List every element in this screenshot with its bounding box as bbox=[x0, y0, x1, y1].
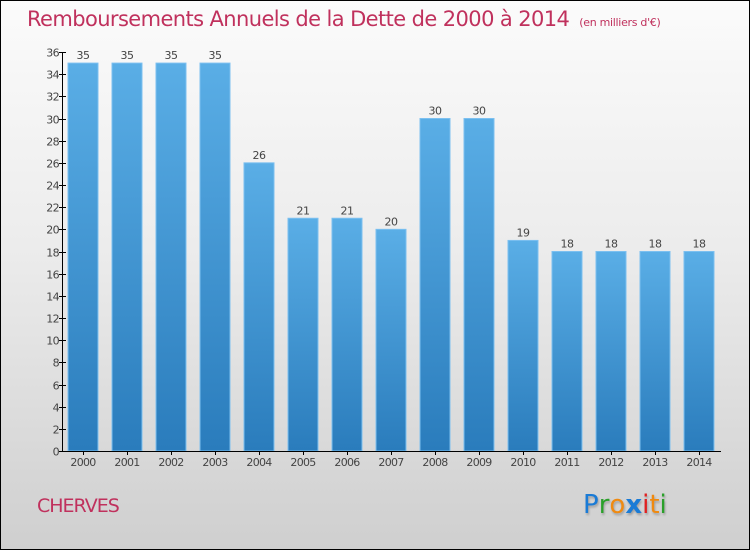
y-tick-label-10: 10 bbox=[46, 335, 59, 348]
bar-2009 bbox=[463, 118, 495, 452]
logo-letter: P bbox=[583, 490, 599, 520]
commune-name: CHERVES bbox=[37, 495, 120, 517]
x-tick-label-2003: 2003 bbox=[202, 456, 228, 469]
x-tick-label-2002: 2002 bbox=[158, 456, 183, 469]
data-label-2009: 30 bbox=[473, 105, 486, 118]
y-tick-label-6: 6 bbox=[53, 380, 60, 393]
bar-2008 bbox=[419, 118, 451, 452]
data-label-2000: 35 bbox=[77, 49, 90, 62]
x-tick-label-2005: 2005 bbox=[290, 456, 316, 469]
data-label-2007: 20 bbox=[385, 215, 398, 228]
data-label-2014: 18 bbox=[693, 238, 706, 251]
data-label-2011: 18 bbox=[561, 238, 574, 251]
data-label-2004: 26 bbox=[253, 149, 266, 162]
bar-2013 bbox=[639, 251, 671, 452]
y-tick-label-20: 20 bbox=[46, 224, 59, 237]
data-label-2010: 19 bbox=[517, 226, 530, 239]
data-label-2013: 18 bbox=[649, 238, 662, 251]
logo-letter: i bbox=[642, 490, 650, 520]
x-tick-label-2008: 2008 bbox=[422, 456, 448, 469]
data-label-2002: 35 bbox=[165, 49, 178, 62]
bar-2006 bbox=[331, 217, 363, 452]
x-tick-label-2011: 2011 bbox=[554, 456, 579, 469]
bar-2007 bbox=[375, 228, 407, 452]
y-tick-label-26: 26 bbox=[46, 158, 59, 171]
x-tick-label-2009: 2009 bbox=[466, 456, 492, 469]
y-tick-label-24: 24 bbox=[46, 180, 59, 193]
data-label-2006: 21 bbox=[341, 204, 354, 217]
data-label-2008: 30 bbox=[429, 105, 442, 118]
x-tick-label-2004: 2004 bbox=[246, 456, 272, 469]
proxiti-logo[interactable]: Proxiti bbox=[583, 490, 667, 520]
logo-letter: x bbox=[625, 490, 643, 520]
data-label-2003: 35 bbox=[209, 49, 222, 62]
data-label-2001: 35 bbox=[121, 49, 134, 62]
x-tick-label-2014: 2014 bbox=[686, 456, 712, 469]
logo-letter: t bbox=[649, 490, 660, 520]
y-tick-label-18: 18 bbox=[46, 247, 59, 260]
y-tick-label-0: 0 bbox=[53, 446, 60, 459]
bar-2004 bbox=[243, 162, 275, 452]
chart-title-text: Remboursements Annuels de la Dette de 20… bbox=[27, 7, 570, 31]
y-tick-label-2: 2 bbox=[53, 424, 59, 437]
bar-2003 bbox=[199, 62, 231, 452]
chart-title: Remboursements Annuels de la Dette de 20… bbox=[27, 7, 661, 31]
y-tick-label-30: 30 bbox=[46, 114, 59, 127]
bar-2005 bbox=[287, 217, 319, 452]
logo-letter: i bbox=[659, 490, 667, 520]
data-label-2012: 18 bbox=[605, 238, 618, 251]
y-tick-label-12: 12 bbox=[46, 313, 59, 326]
x-axis: 2000 2001 2002 2003 2004 2005 2006 2007 2008 2009… bbox=[62, 451, 721, 469]
bar-2002 bbox=[155, 62, 187, 452]
data-label-2005: 21 bbox=[297, 204, 310, 217]
bar-2001 bbox=[111, 62, 143, 452]
y-tick-label-36: 36 bbox=[46, 47, 59, 60]
y-tick-label-16: 16 bbox=[46, 269, 59, 282]
y-tick-label-32: 32 bbox=[46, 91, 59, 104]
y-tick-label-4: 4 bbox=[53, 402, 60, 415]
bar-2010 bbox=[507, 239, 539, 452]
bar-2011 bbox=[551, 251, 583, 452]
bar-2000 bbox=[67, 62, 99, 452]
x-tick-label-2013: 2013 bbox=[642, 456, 668, 469]
y-tick-label-34: 34 bbox=[46, 69, 59, 82]
bars-group: 35 35 35 35 26 21 21 20 30 30 19 18 18 18 18 bbox=[67, 49, 715, 452]
bar-2014 bbox=[683, 251, 715, 452]
logo-letter: r bbox=[598, 490, 610, 520]
y-tick-label-8: 8 bbox=[53, 357, 60, 370]
y-tick-label-14: 14 bbox=[46, 291, 59, 304]
x-tick-label-2010: 2010 bbox=[510, 456, 536, 469]
x-tick-label-2001: 2001 bbox=[114, 456, 139, 469]
logo-letter: o bbox=[609, 490, 626, 520]
x-tick-label-2000: 2000 bbox=[70, 456, 96, 469]
x-tick-label-2006: 2006 bbox=[334, 456, 360, 469]
x-tick-label-2012: 2012 bbox=[598, 456, 623, 469]
x-tick-label-2007: 2007 bbox=[378, 456, 404, 469]
chart-unit-label: (en milliers d'€) bbox=[579, 16, 661, 29]
y-tick-label-22: 22 bbox=[46, 202, 59, 215]
bar-2012 bbox=[595, 251, 627, 452]
y-tick-label-28: 28 bbox=[46, 136, 59, 149]
